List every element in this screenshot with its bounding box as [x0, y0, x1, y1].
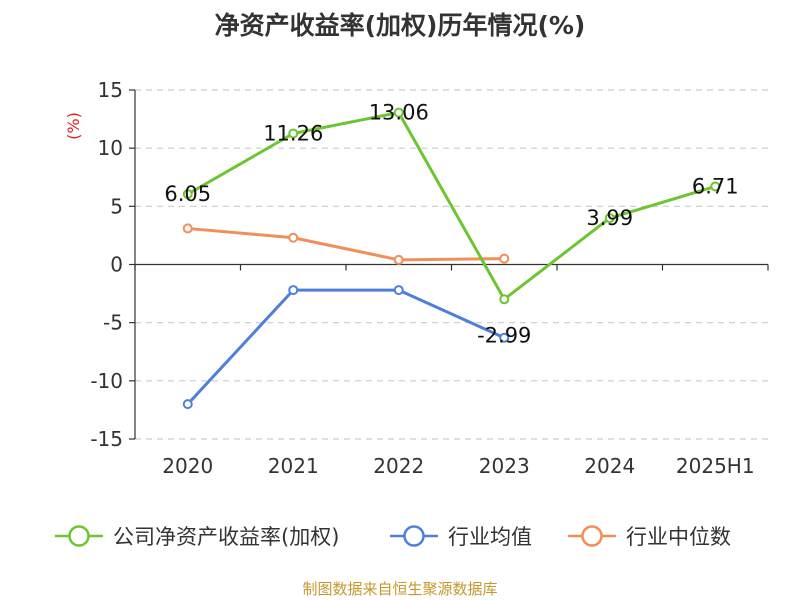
data-point [710, 181, 721, 192]
legend-marker-icon [568, 525, 616, 547]
y-tick-label: 0 [110, 253, 123, 277]
data-point [288, 285, 299, 296]
legend-item[interactable]: 行业中位数 [568, 518, 731, 554]
data-point [393, 285, 404, 296]
source-note: 制图数据来自恒生聚源数据库 [302, 580, 498, 598]
data-point [288, 232, 299, 243]
series-line [187, 111, 716, 301]
data-labels: 6.05 11.26 13.06 -2.99 3.99 6.71 [164, 101, 738, 348]
x-tick-label: 2020 [162, 454, 213, 478]
data-point [499, 253, 510, 264]
legend-label: 行业中位数 [626, 525, 731, 549]
data-point [393, 107, 404, 118]
data-label: 6.05 [164, 182, 211, 206]
series-line [186, 288, 505, 406]
y-tick-label: 5 [110, 194, 123, 218]
legend-label: 公司净资产收益率(加权) [113, 525, 340, 549]
data-point [182, 399, 193, 410]
series-lines [182, 107, 721, 410]
x-tick-label: 2022 [373, 454, 424, 478]
legend-item[interactable]: 行业均值 [390, 518, 532, 554]
data-point [288, 128, 299, 139]
data-point [499, 332, 510, 343]
y-tick-label: 10 [98, 136, 123, 160]
legend-marker-icon [390, 525, 438, 547]
data-point [393, 254, 404, 265]
legend-item[interactable]: 公司净资产收益率(加权) [55, 518, 339, 554]
data-label: -2.99 [477, 323, 531, 347]
legend: 公司净资产收益率(加权) 行业均值 行业中位数 [0, 518, 800, 558]
data-label: 6.71 [692, 174, 739, 198]
x-tick-label: 2025H1 [676, 454, 755, 478]
chart-title: 净资产收益率(加权)历年情况(%) [214, 11, 586, 40]
data-point [499, 294, 510, 305]
axes: 15 10 5 0 -5 -10 -15 2020 2021 2022 2023 2024 2025H1… [64, 78, 769, 478]
data-label: 13.06 [369, 101, 429, 125]
data-label: 11.26 [263, 122, 323, 146]
legend-marker-icon [55, 525, 103, 547]
y-axis-label: (%) [64, 112, 83, 140]
data-point [604, 213, 615, 224]
y-tick-label: -15 [90, 427, 123, 451]
y-tick-label: -5 [103, 311, 123, 335]
legend-label: 行业均值 [448, 525, 532, 549]
x-tick-label: 2023 [479, 454, 530, 478]
x-tick-label: 2021 [268, 454, 319, 478]
data-label: 3.99 [586, 206, 633, 230]
y-tick-label: 15 [98, 78, 123, 102]
x-tick-label: 2024 [584, 454, 635, 478]
series-line [187, 226, 505, 262]
data-point [182, 223, 193, 234]
y-tick-label: -10 [90, 369, 123, 393]
data-point [182, 189, 193, 200]
